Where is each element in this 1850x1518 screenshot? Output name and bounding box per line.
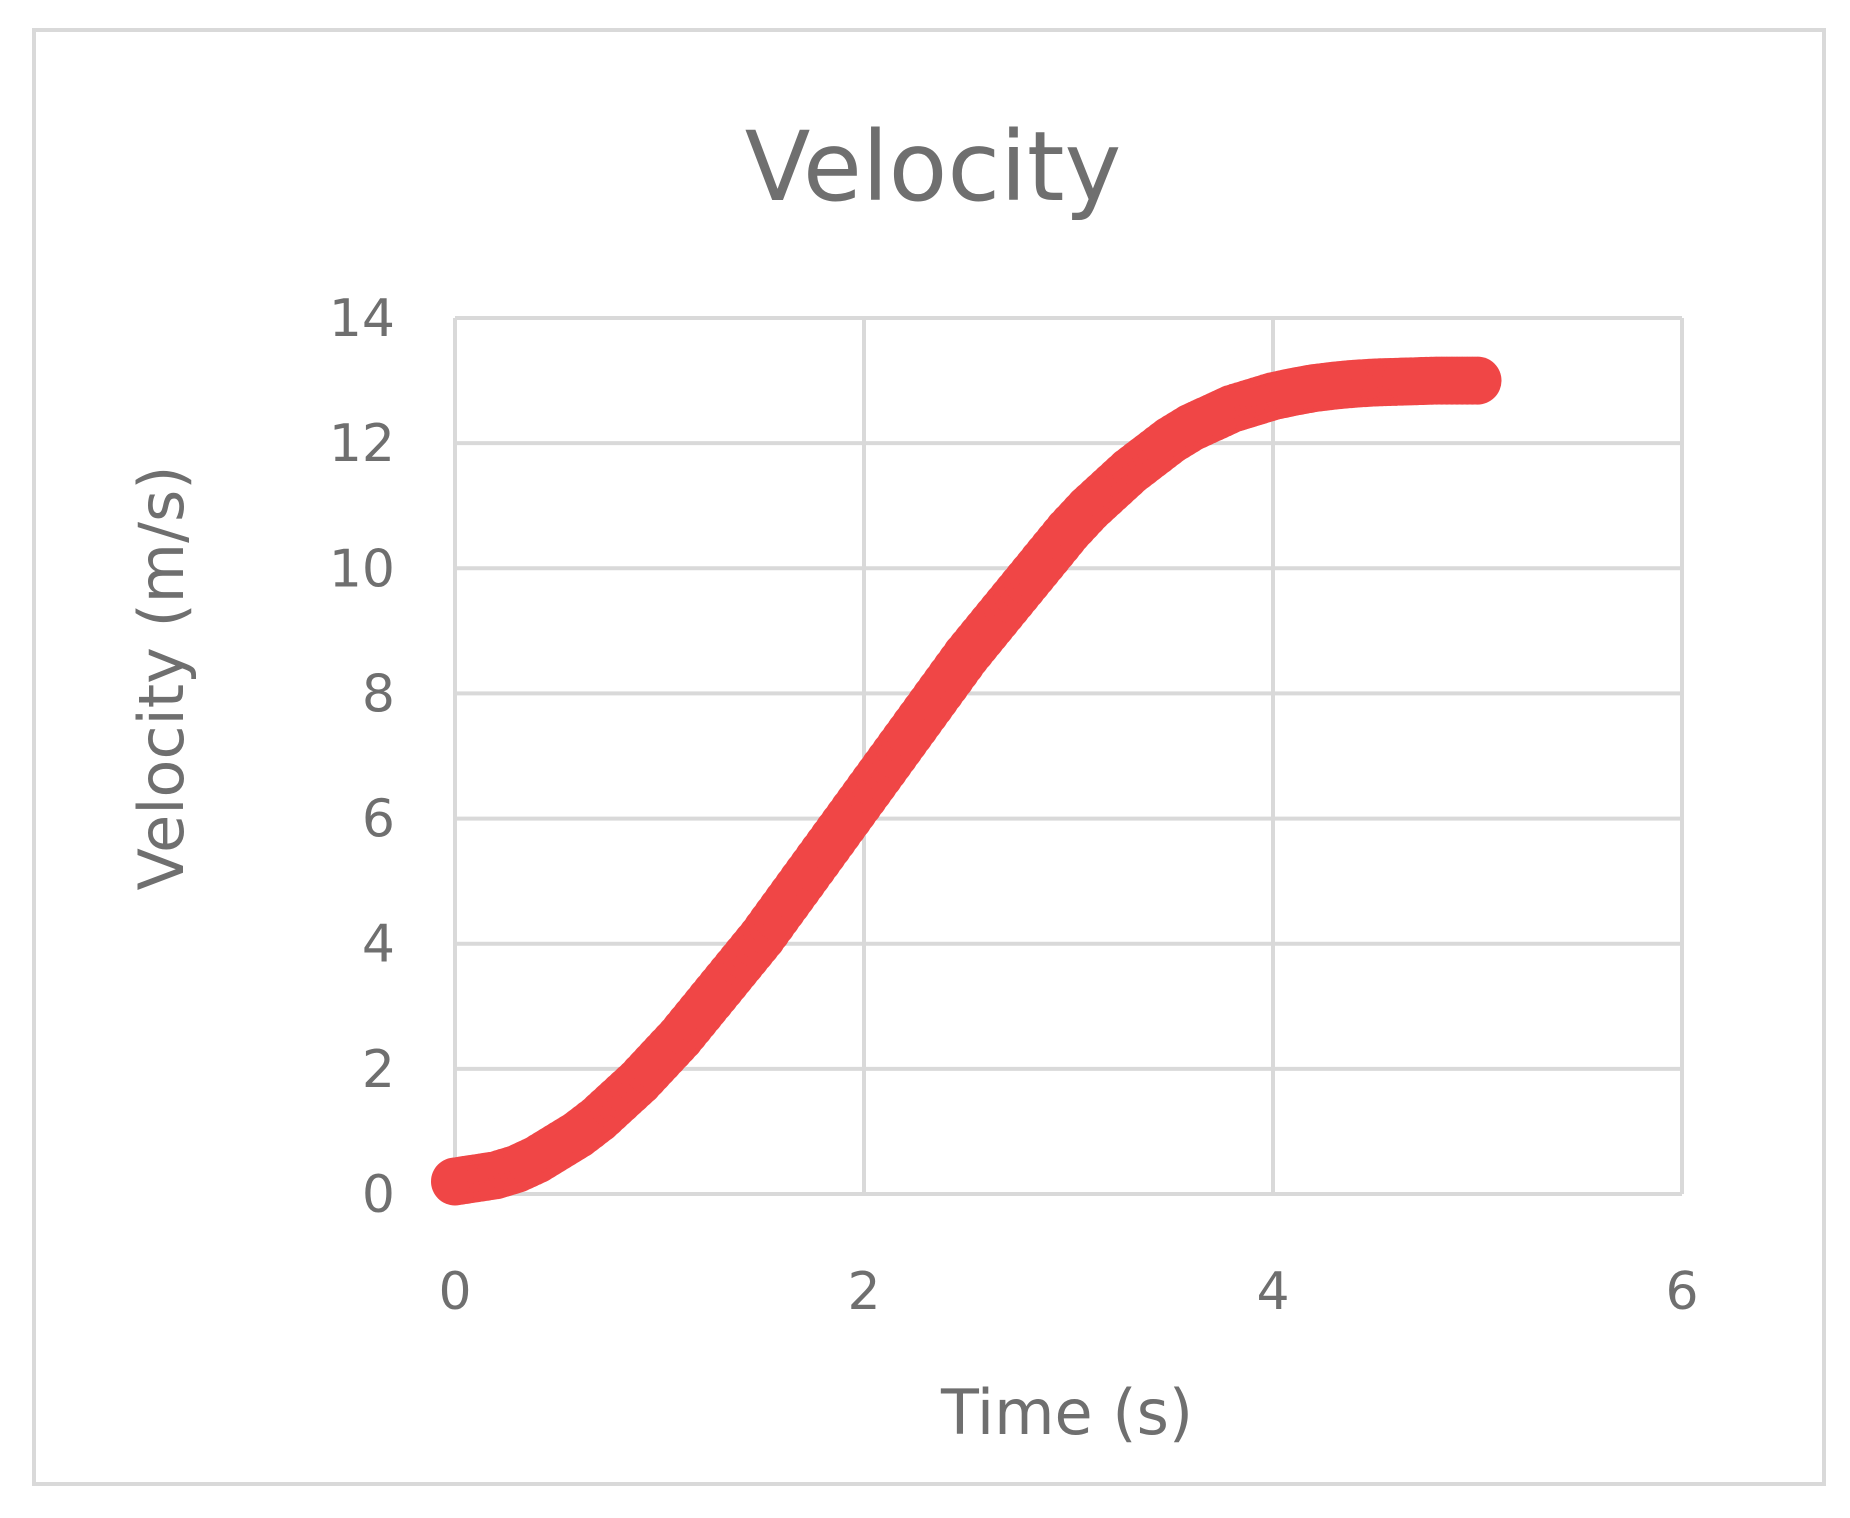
y-axis-ticks: 0 2 4 6 8 10 12 14: [329, 289, 395, 1225]
y-tick-label-6: 6: [362, 790, 395, 850]
x-tick-label-6: 6: [1665, 1262, 1698, 1322]
y-tick-label-0: 0: [362, 1165, 395, 1225]
y-tick-label-12: 12: [329, 414, 395, 474]
y-tick-label-14: 14: [329, 289, 395, 349]
y-axis-label: Velocity (m/s): [125, 466, 198, 891]
series-points: [431, 356, 1502, 1206]
x-axis-ticks: 0 2 4 6: [438, 1262, 1698, 1322]
chart-frame: [32, 28, 1826, 1486]
chart-title: Velocity: [745, 111, 1122, 223]
x-tick-label-2: 2: [847, 1262, 880, 1322]
y-tick-label-2: 2: [362, 1040, 395, 1100]
x-tick-label-0: 0: [438, 1262, 471, 1322]
y-tick-label-10: 10: [329, 539, 395, 599]
data-point-0-50: [1453, 356, 1502, 405]
x-axis-label: Time (s): [940, 1376, 1193, 1449]
y-tick-label-4: 4: [362, 915, 395, 975]
x-tick-label-4: 4: [1256, 1262, 1289, 1322]
y-tick-label-8: 8: [362, 664, 395, 724]
